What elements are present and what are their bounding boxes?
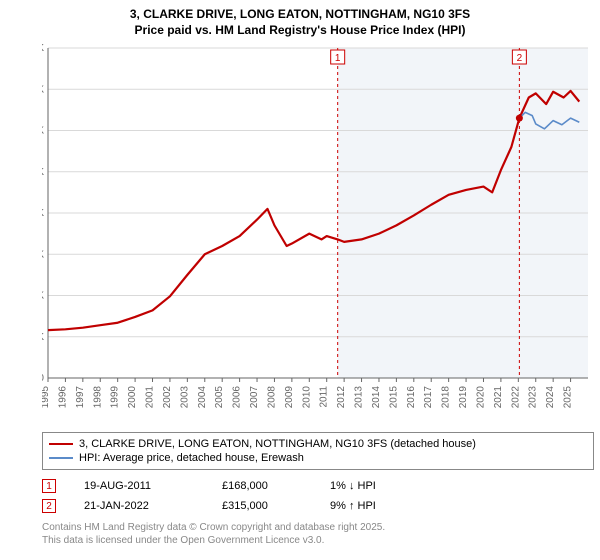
marker-diff: 9% ↑ HPI [330, 500, 420, 512]
svg-text:2018: 2018 [441, 386, 452, 409]
svg-text:2019: 2019 [458, 386, 469, 409]
chart-title: 3, CLARKE DRIVE, LONG EATON, NOTTINGHAM,… [0, 0, 600, 38]
svg-text:2017: 2017 [423, 386, 434, 409]
footnote-line-2: This data is licensed under the Open Gov… [42, 535, 594, 548]
marker-date: 21-JAN-2022 [84, 500, 194, 512]
svg-text:1: 1 [335, 53, 341, 64]
svg-text:2003: 2003 [179, 386, 190, 409]
svg-text:2021: 2021 [493, 386, 504, 409]
svg-text:2024: 2024 [545, 386, 556, 409]
marker-number-box: 1 [42, 479, 56, 493]
svg-text:2016: 2016 [406, 386, 417, 409]
svg-text:2011: 2011 [319, 386, 330, 408]
svg-text:£350K: £350K [42, 84, 44, 95]
marker-diff: 1% ↓ HPI [330, 480, 420, 492]
svg-text:2001: 2001 [145, 386, 156, 409]
svg-text:2000: 2000 [127, 386, 138, 409]
svg-text:£250K: £250K [42, 167, 44, 178]
line-chart: £0 £50K £100K £150K £200K £250K £300K £350K £400… [42, 44, 594, 424]
svg-text:2012: 2012 [336, 386, 347, 409]
footnote: Contains HM Land Registry data © Crown c… [42, 522, 594, 547]
svg-text:£0: £0 [42, 373, 44, 384]
svg-text:2022: 2022 [510, 386, 521, 409]
svg-text:1997: 1997 [75, 386, 86, 409]
legend-item: 3, CLARKE DRIVE, LONG EATON, NOTTINGHAM,… [49, 437, 587, 451]
svg-text:2025: 2025 [563, 386, 574, 409]
svg-text:2014: 2014 [371, 386, 382, 409]
svg-text:2009: 2009 [284, 386, 295, 409]
svg-text:2010: 2010 [301, 386, 312, 409]
svg-text:2008: 2008 [266, 386, 277, 409]
marker-date: 19-AUG-2011 [84, 480, 194, 492]
svg-text:2015: 2015 [388, 386, 399, 409]
svg-text:1995: 1995 [42, 386, 51, 409]
footnote-line-1: Contains HM Land Registry data © Crown c… [42, 522, 594, 535]
svg-text:£150K: £150K [42, 249, 44, 260]
legend-swatch [49, 457, 73, 459]
svg-text:2013: 2013 [354, 386, 365, 409]
marker-price: £168,000 [222, 480, 302, 492]
svg-text:2002: 2002 [162, 386, 173, 409]
marker-row: 2 21-JAN-2022 £315,000 9% ↑ HPI [42, 496, 594, 516]
chart-container: 3, CLARKE DRIVE, LONG EATON, NOTTINGHAM,… [0, 0, 600, 560]
svg-text:£200K: £200K [42, 208, 44, 219]
svg-text:2: 2 [517, 53, 523, 64]
svg-text:£100K: £100K [42, 291, 44, 302]
marker-number-box: 2 [42, 499, 56, 513]
svg-text:£300K: £300K [42, 126, 44, 137]
title-line-1: 3, CLARKE DRIVE, LONG EATON, NOTTINGHAM,… [0, 6, 600, 22]
legend-label: 3, CLARKE DRIVE, LONG EATON, NOTTINGHAM,… [79, 438, 476, 450]
legend: 3, CLARKE DRIVE, LONG EATON, NOTTINGHAM,… [42, 432, 594, 470]
svg-text:2007: 2007 [249, 386, 260, 409]
title-line-2: Price paid vs. HM Land Registry's House … [0, 22, 600, 38]
marker-table: 1 19-AUG-2011 £168,000 1% ↓ HPI 2 21-JAN-2022… [42, 476, 594, 516]
svg-text:2020: 2020 [475, 386, 486, 409]
svg-text:1998: 1998 [92, 386, 103, 409]
legend-item: HPI: Average price, detached house, Erew… [49, 451, 587, 465]
svg-text:£50K: £50K [42, 332, 44, 343]
svg-text:2005: 2005 [214, 386, 225, 409]
legend-label: HPI: Average price, detached house, Erew… [79, 452, 304, 464]
svg-text:2006: 2006 [232, 386, 243, 409]
marker-price: £315,000 [222, 500, 302, 512]
svg-text:£400K: £400K [42, 44, 44, 54]
svg-text:2004: 2004 [197, 386, 208, 409]
svg-text:1996: 1996 [57, 386, 68, 409]
svg-text:2023: 2023 [528, 386, 539, 409]
svg-text:1999: 1999 [110, 386, 121, 409]
legend-swatch [49, 443, 73, 445]
marker-row: 1 19-AUG-2011 £168,000 1% ↓ HPI [42, 476, 594, 496]
